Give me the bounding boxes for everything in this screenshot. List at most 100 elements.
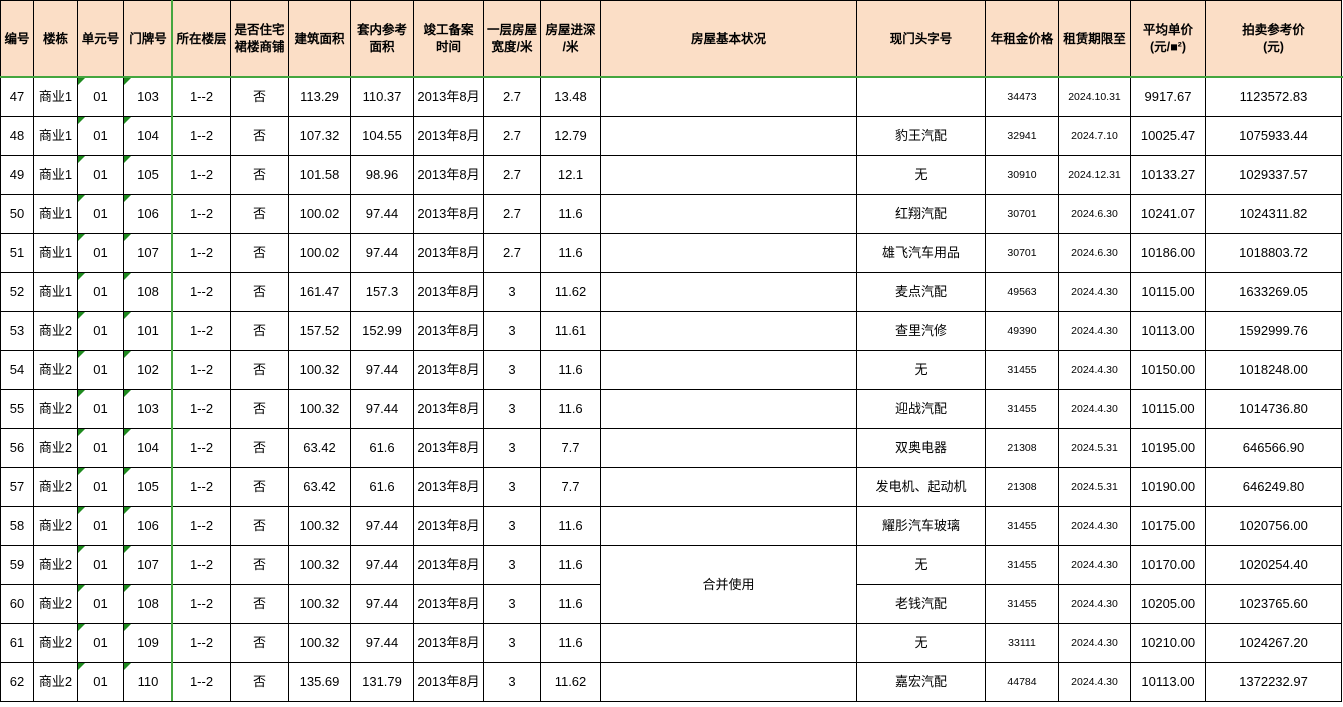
cell-first-floor-width[interactable]: 2.7 <box>483 194 541 234</box>
cell-unit-number[interactable]: 01 <box>77 623 124 663</box>
cell-podium-shop[interactable]: 否 <box>230 662 289 702</box>
cell-shop-sign[interactable]: 耀肜汽车玻璃 <box>856 506 986 546</box>
cell-unit-number[interactable]: 01 <box>77 77 124 117</box>
cell-first-floor-width[interactable]: 3 <box>483 545 541 585</box>
cell-annual-rent[interactable]: 31455 <box>985 584 1059 624</box>
cell-building-area[interactable]: 63.42 <box>288 428 351 468</box>
cell-completion-date[interactable]: 2013年8月 <box>413 350 484 390</box>
cell-floor[interactable]: 1--2 <box>172 311 231 351</box>
cell-depth[interactable]: 11.6 <box>540 506 601 546</box>
column-header-building-area[interactable]: 建筑面积 <box>288 0 351 78</box>
cell-first-floor-width[interactable]: 3 <box>483 428 541 468</box>
cell-door-number[interactable]: 108 <box>123 272 173 312</box>
cell-annual-rent[interactable]: 32941 <box>985 116 1059 156</box>
cell-auction-ref-price[interactable]: 1123572.83 <box>1205 77 1342 117</box>
cell-floor[interactable]: 1--2 <box>172 467 231 507</box>
cell-building[interactable]: 商业2 <box>33 311 78 351</box>
cell-lease-until[interactable]: 2024.12.31 <box>1058 155 1131 195</box>
cell-podium-shop[interactable]: 否 <box>230 233 289 273</box>
cell-annual-rent[interactable]: 49390 <box>985 311 1059 351</box>
cell-depth[interactable]: 7.7 <box>540 428 601 468</box>
cell-building-area[interactable]: 100.32 <box>288 623 351 663</box>
cell-id[interactable]: 47 <box>0 77 34 117</box>
cell-first-floor-width[interactable]: 2.7 <box>483 116 541 156</box>
cell-basic-status[interactable] <box>600 194 857 234</box>
cell-basic-status[interactable] <box>600 116 857 156</box>
cell-annual-rent[interactable]: 30701 <box>985 233 1059 273</box>
cell-auction-ref-price[interactable]: 1014736.80 <box>1205 389 1342 429</box>
cell-unit-number[interactable]: 01 <box>77 506 124 546</box>
cell-id[interactable]: 58 <box>0 506 34 546</box>
cell-first-floor-width[interactable]: 3 <box>483 467 541 507</box>
cell-avg-unit-price[interactable]: 10195.00 <box>1130 428 1206 468</box>
cell-unit-number[interactable]: 01 <box>77 116 124 156</box>
cell-completion-date[interactable]: 2013年8月 <box>413 311 484 351</box>
cell-completion-date[interactable]: 2013年8月 <box>413 467 484 507</box>
cell-unit-number[interactable]: 01 <box>77 350 124 390</box>
column-header-annual-rent[interactable]: 年租金价格 <box>985 0 1059 78</box>
cell-completion-date[interactable]: 2013年8月 <box>413 506 484 546</box>
cell-avg-unit-price[interactable]: 10113.00 <box>1130 662 1206 702</box>
cell-completion-date[interactable]: 2013年8月 <box>413 77 484 117</box>
cell-annual-rent[interactable]: 31455 <box>985 545 1059 585</box>
cell-annual-rent[interactable]: 34473 <box>985 77 1059 117</box>
cell-shop-sign[interactable]: 老钱汽配 <box>856 584 986 624</box>
cell-depth[interactable]: 11.6 <box>540 194 601 234</box>
cell-first-floor-width[interactable]: 3 <box>483 389 541 429</box>
column-header-inner-area[interactable]: 套内参考 面积 <box>350 0 414 78</box>
cell-avg-unit-price[interactable]: 10175.00 <box>1130 506 1206 546</box>
cell-inner-area[interactable]: 97.44 <box>350 545 414 585</box>
cell-depth[interactable]: 11.62 <box>540 272 601 312</box>
cell-podium-shop[interactable]: 否 <box>230 311 289 351</box>
cell-building-area[interactable]: 100.32 <box>288 506 351 546</box>
cell-first-floor-width[interactable]: 3 <box>483 584 541 624</box>
cell-building-area[interactable]: 157.52 <box>288 311 351 351</box>
cell-podium-shop[interactable]: 否 <box>230 389 289 429</box>
cell-building[interactable]: 商业2 <box>33 545 78 585</box>
cell-floor[interactable]: 1--2 <box>172 389 231 429</box>
cell-annual-rent[interactable]: 30701 <box>985 194 1059 234</box>
cell-shop-sign[interactable]: 红翔汽配 <box>856 194 986 234</box>
cell-basic-status[interactable] <box>600 155 857 195</box>
cell-completion-date[interactable]: 2013年8月 <box>413 116 484 156</box>
cell-building[interactable]: 商业2 <box>33 584 78 624</box>
cell-id[interactable]: 61 <box>0 623 34 663</box>
cell-auction-ref-price[interactable]: 1029337.57 <box>1205 155 1342 195</box>
cell-avg-unit-price[interactable]: 10113.00 <box>1130 311 1206 351</box>
cell-building-area[interactable]: 63.42 <box>288 467 351 507</box>
cell-shop-sign[interactable]: 无 <box>856 155 986 195</box>
cell-first-floor-width[interactable]: 3 <box>483 350 541 390</box>
cell-depth[interactable]: 11.6 <box>540 233 601 273</box>
cell-shop-sign[interactable]: 查里汽修 <box>856 311 986 351</box>
cell-door-number[interactable]: 107 <box>123 233 173 273</box>
cell-building[interactable]: 商业2 <box>33 467 78 507</box>
cell-auction-ref-price[interactable]: 1024311.82 <box>1205 194 1342 234</box>
cell-building-area[interactable]: 100.32 <box>288 545 351 585</box>
cell-building[interactable]: 商业1 <box>33 194 78 234</box>
cell-id[interactable]: 60 <box>0 584 34 624</box>
cell-first-floor-width[interactable]: 2.7 <box>483 77 541 117</box>
cell-annual-rent[interactable]: 21308 <box>985 428 1059 468</box>
cell-basic-status[interactable] <box>600 389 857 429</box>
cell-completion-date[interactable]: 2013年8月 <box>413 623 484 663</box>
cell-podium-shop[interactable]: 否 <box>230 155 289 195</box>
cell-podium-shop[interactable]: 否 <box>230 428 289 468</box>
cell-completion-date[interactable]: 2013年8月 <box>413 584 484 624</box>
column-header-depth[interactable]: 房屋进深 /米 <box>540 0 601 78</box>
cell-inner-area[interactable]: 97.44 <box>350 350 414 390</box>
cell-completion-date[interactable]: 2013年8月 <box>413 428 484 468</box>
cell-lease-until[interactable]: 2024.4.30 <box>1058 506 1131 546</box>
cell-podium-shop[interactable]: 否 <box>230 350 289 390</box>
cell-completion-date[interactable]: 2013年8月 <box>413 545 484 585</box>
cell-basic-status[interactable] <box>600 233 857 273</box>
cell-building[interactable]: 商业2 <box>33 350 78 390</box>
cell-depth[interactable]: 11.6 <box>540 623 601 663</box>
cell-building[interactable]: 商业2 <box>33 662 78 702</box>
cell-id[interactable]: 56 <box>0 428 34 468</box>
cell-building[interactable]: 商业2 <box>33 428 78 468</box>
cell-id[interactable]: 49 <box>0 155 34 195</box>
cell-inner-area[interactable]: 97.44 <box>350 389 414 429</box>
cell-lease-until[interactable]: 2024.6.30 <box>1058 194 1131 234</box>
cell-completion-date[interactable]: 2013年8月 <box>413 155 484 195</box>
cell-auction-ref-price[interactable]: 646249.80 <box>1205 467 1342 507</box>
